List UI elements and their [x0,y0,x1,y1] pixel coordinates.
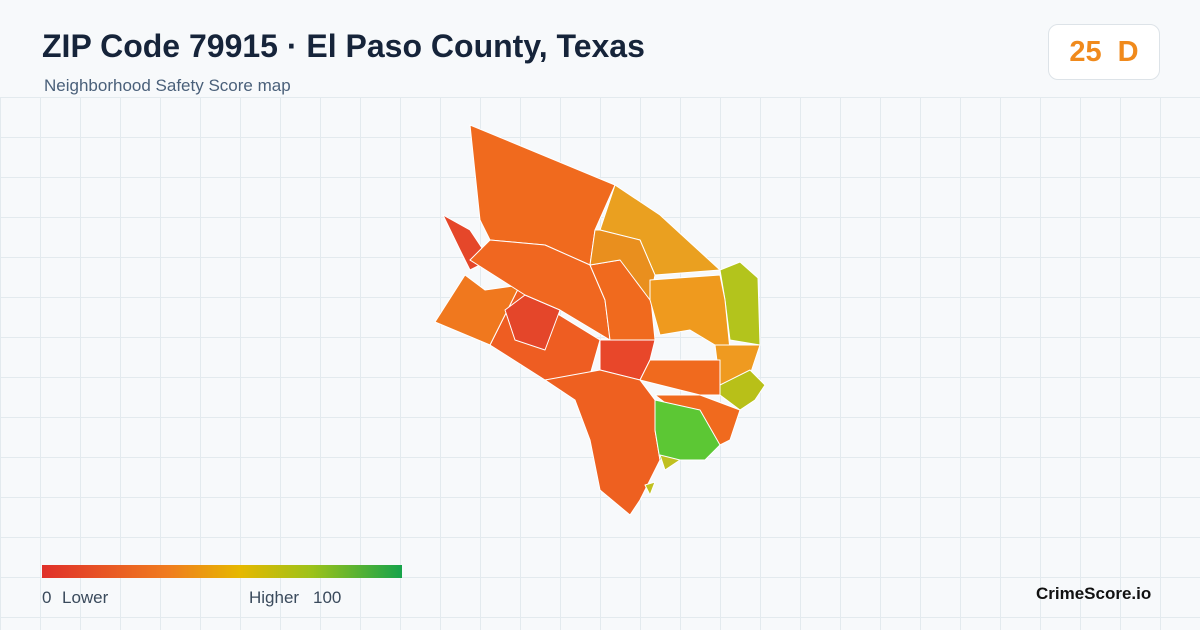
legend-min: 0 [42,588,52,607]
legend-gradient [42,565,402,578]
region [654,399,721,461]
region [544,369,661,516]
region [589,229,656,301]
brand: CrimeScore.io [1036,584,1152,603]
title: ZIP Code 79915 · El Paso County, Texas [42,28,645,64]
region [644,481,656,496]
map-regions [434,124,766,516]
region [504,294,561,351]
legend-max-label: Higher [249,588,300,607]
score-badge: 25 D [1048,24,1160,80]
header [0,0,1200,98]
score-value: 25 [1069,35,1102,68]
legend-min-label: Lower [62,588,109,607]
legend-max: 100 [313,588,342,607]
region [659,454,681,471]
score-grade: D [1117,35,1139,68]
subtitle: Neighborhood Safety Score map [44,76,291,95]
region [639,359,721,396]
region [434,274,521,346]
region [649,274,731,351]
